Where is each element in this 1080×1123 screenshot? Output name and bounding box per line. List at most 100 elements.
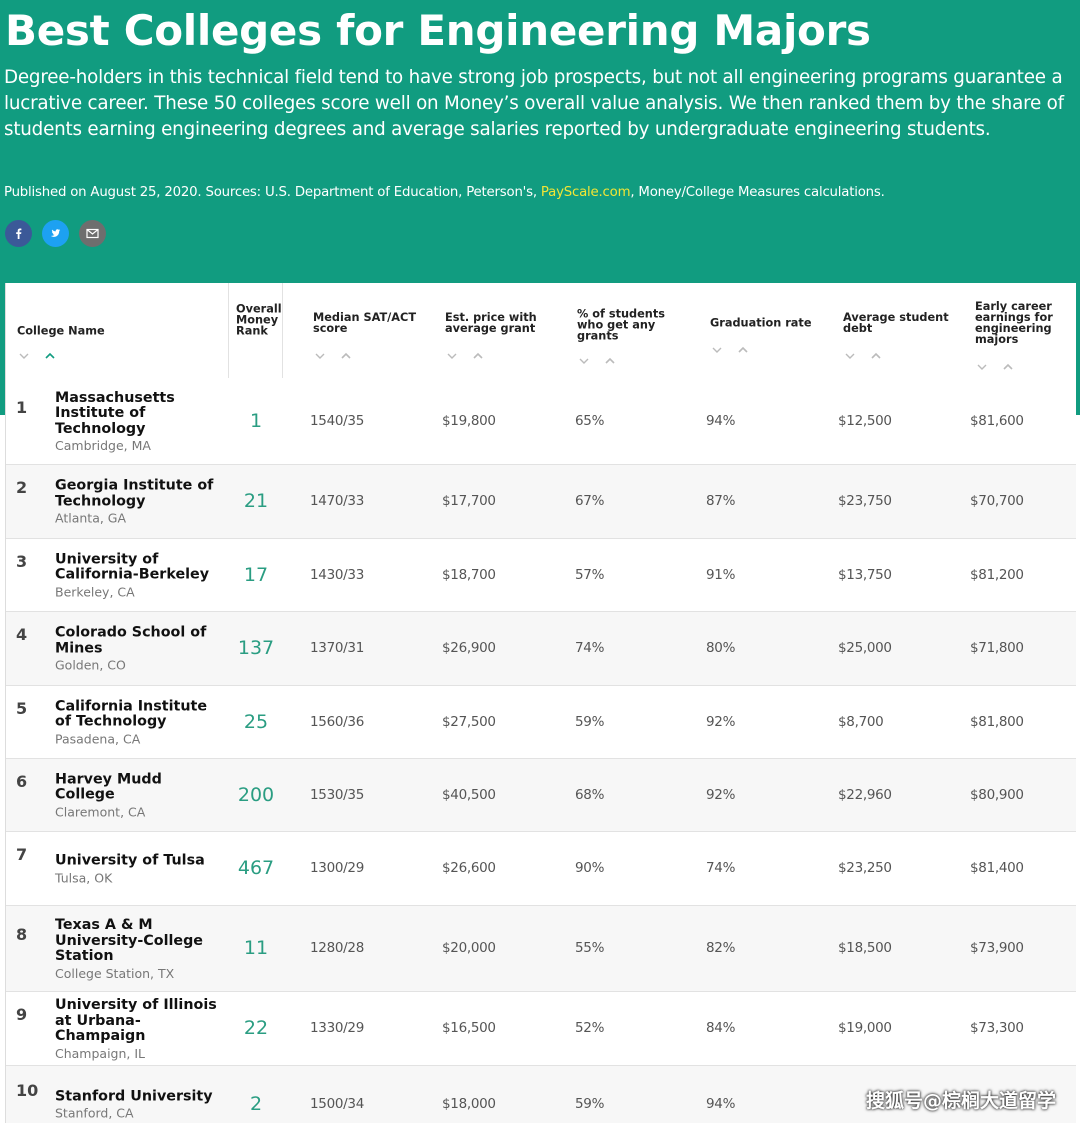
college-location: Tulsa, OK [55,869,113,885]
value-graduation: 94% [706,412,736,429]
column-header[interactable]: College Name [17,324,105,338]
money-rank: 200 [237,783,275,806]
value-price: $26,600 [442,860,496,876]
published-text: , Money/College Measures calculations. [630,185,885,200]
rank: 2 [16,478,28,497]
value-earnings: $81,800 [970,713,1024,730]
money-rank: 137 [237,637,275,659]
watermark: 搜狐号@棕榈大道留学 [865,1090,1056,1112]
money-rank: 2 [249,1092,263,1115]
sort-arrows[interactable] [577,351,617,370]
sort-arrows[interactable] [445,346,485,365]
value-earnings: $81,400 [970,860,1024,876]
college-name[interactable]: Harvey Mudd College [55,771,162,803]
value-earnings: $73,900 [970,940,1024,956]
value-sat: 1430/33 [310,566,364,583]
facebook-share[interactable] [5,220,32,247]
column-header[interactable]: Overall Money Rank [236,302,282,338]
rank: 4 [16,625,28,644]
college-cell: Colorado School of Mines Golden, CO [55,624,225,673]
value-grants: 59% [575,713,605,730]
value-price: $18,000 [442,1095,496,1112]
value-debt: $22,960 [838,786,892,803]
column-header[interactable]: Average student debt [843,311,949,335]
value-debt: $12,500 [838,412,892,429]
rank: 10 [16,1080,39,1100]
college-location: Pasadena, CA [55,731,141,746]
money-rank: 21 [243,490,269,512]
value-grants: 68% [575,786,605,803]
value-sat: 1330/29 [310,1020,364,1036]
table-row: 4 Colorado School of Mines Golden, CO 137 13… [6,612,1076,686]
sort-arrows[interactable] [313,346,353,365]
college-location: Golden, CO [55,657,126,673]
value-graduation: 80% [706,640,736,656]
college-location: Stanford, CA [55,1105,134,1121]
table-row: 2 Georgia Institute of Technology Atlanta,… [6,465,1076,539]
college-name[interactable]: University of Tulsa [55,852,205,869]
value-earnings: $80,900 [970,786,1024,803]
value-debt: $19,000 [838,1020,892,1036]
value-graduation: 87% [706,493,736,509]
value-sat: 1470/33 [310,493,364,509]
value-price: $17,700 [442,493,496,509]
value-debt: $13,750 [838,566,892,583]
column-header[interactable]: % of students who get any grants [577,307,665,343]
title: Best Colleges for Engineering Majors [5,6,871,55]
college-name[interactable]: University of California-Berkeley [55,551,210,583]
value-price: $27,500 [442,713,496,730]
published: Published on August 25, 2020. Sources: U… [4,185,885,200]
value-earnings: $71,800 [970,640,1024,656]
value-grants: 67% [575,493,605,509]
table-row: 6 Harvey Mudd College Claremont, CA 200 1530… [6,759,1076,832]
college-cell: Massachusetts Institute of Technology Cam… [55,390,225,453]
value-sat: 1500/34 [310,1095,364,1112]
college-cell: University of Tulsa Tulsa, OK [55,853,225,885]
college-location: Claremont, CA [55,804,146,819]
value-price: $26,900 [442,640,496,656]
college-location: Champaign, IL [55,1045,146,1061]
column-header[interactable]: Median SAT/ACT score [313,311,417,335]
value-earnings: $81,600 [970,412,1024,429]
college-name[interactable]: California Institute of Technology [55,698,208,730]
value-grants: 65% [575,412,605,429]
sort-arrows[interactable] [843,346,883,365]
twitter-share[interactable] [42,220,69,247]
sort-arrows[interactable] [975,357,1015,376]
rank: 1 [16,397,28,417]
email-share[interactable] [79,220,106,247]
ranking-table: College Name Overall Money Rank Median SAT… [5,283,1076,1123]
value-earnings: $70,700 [970,493,1024,509]
college-name[interactable]: University of Illinois at Urbana-Champai… [55,996,217,1044]
college-name[interactable]: Texas A & M University-College Station [55,916,203,964]
college-cell: Harvey Mudd College Claremont, CA [55,771,225,819]
college-location: Atlanta, GA [55,510,127,526]
table-row: 7 University of Tulsa Tulsa, OK 467 1300/29 $… [6,832,1076,906]
college-name[interactable]: Colorado School of Mines [55,624,207,656]
published-text: Published on August 25, 2020. Sources: U… [4,185,537,200]
column-header[interactable]: Graduation rate [710,316,812,330]
college-name[interactable]: Massachusetts Institute of Technology [55,389,175,437]
college-name[interactable]: Georgia Institute of Technology [55,477,214,509]
sort-arrows[interactable] [710,340,750,359]
value-debt: $18,500 [838,940,892,956]
value-debt: $23,750 [838,493,892,509]
college-cell: University of Illinois at Urbana-Champai… [55,996,225,1061]
rank: 9 [16,1005,28,1024]
value-price: $20,000 [442,940,496,956]
value-graduation: 92% [706,713,736,730]
table-row: 5 California Institute of Technology Pasad… [6,686,1076,759]
column-header[interactable]: Early career earnings for engineering ma… [975,300,1053,346]
rank: 7 [16,845,28,864]
college-name[interactable]: Stanford University [55,1087,213,1104]
money-rank: 467 [237,857,275,879]
sort-arrows[interactable] [17,346,57,365]
money-rank: 22 [243,1017,269,1039]
rank: 6 [16,771,28,791]
college-cell: University of California-Berkeley Berkele… [55,551,225,599]
table-row: 1 Massachusetts Institute of Technology Ca… [6,378,1076,465]
value-price: $40,500 [442,786,496,803]
payscale-link[interactable]: PayScale.com [540,185,631,200]
column-header[interactable]: Est. price with average grant [445,311,537,335]
